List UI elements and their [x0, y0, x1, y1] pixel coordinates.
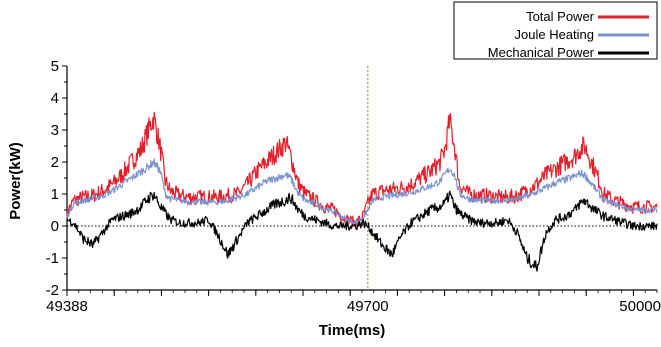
y-tick-label: 1: [51, 186, 59, 203]
x-tick-label: 49700: [347, 298, 389, 315]
legend: Total Power Joule Heating Mechanical Power: [453, 1, 658, 60]
x-tick-label: 49388: [46, 298, 88, 315]
x-tick-label: 50000: [619, 298, 661, 315]
y-tick-label: 2: [51, 154, 59, 171]
x-axis-title: Time(ms): [319, 322, 385, 339]
reference-lines: [67, 66, 657, 290]
legend-label: Total Power: [526, 9, 595, 24]
joule-heating-line: [66, 158, 658, 226]
total-power-line: [66, 111, 658, 229]
series-layer: [66, 111, 658, 272]
x-axis: 49388 49700 50000: [46, 290, 661, 315]
mechanical-power-line: [66, 190, 658, 272]
plot-area: [66, 66, 657, 291]
y-tick-label: -2: [46, 282, 59, 299]
y-tick-label: 0: [51, 218, 59, 235]
y-tick-label: 5: [51, 58, 59, 75]
y-axis: -2 -1 0 1 2 3 4 5: [46, 58, 67, 299]
y-tick-label: 4: [51, 90, 59, 107]
y-tick-label: 3: [51, 122, 59, 139]
legend-box: [453, 1, 658, 60]
y-tick-label: -1: [46, 250, 59, 267]
y-axis-title: Power(kW): [7, 142, 24, 220]
legend-label: Joule Heating: [515, 27, 595, 42]
legend-label: Mechanical Power: [488, 45, 595, 60]
